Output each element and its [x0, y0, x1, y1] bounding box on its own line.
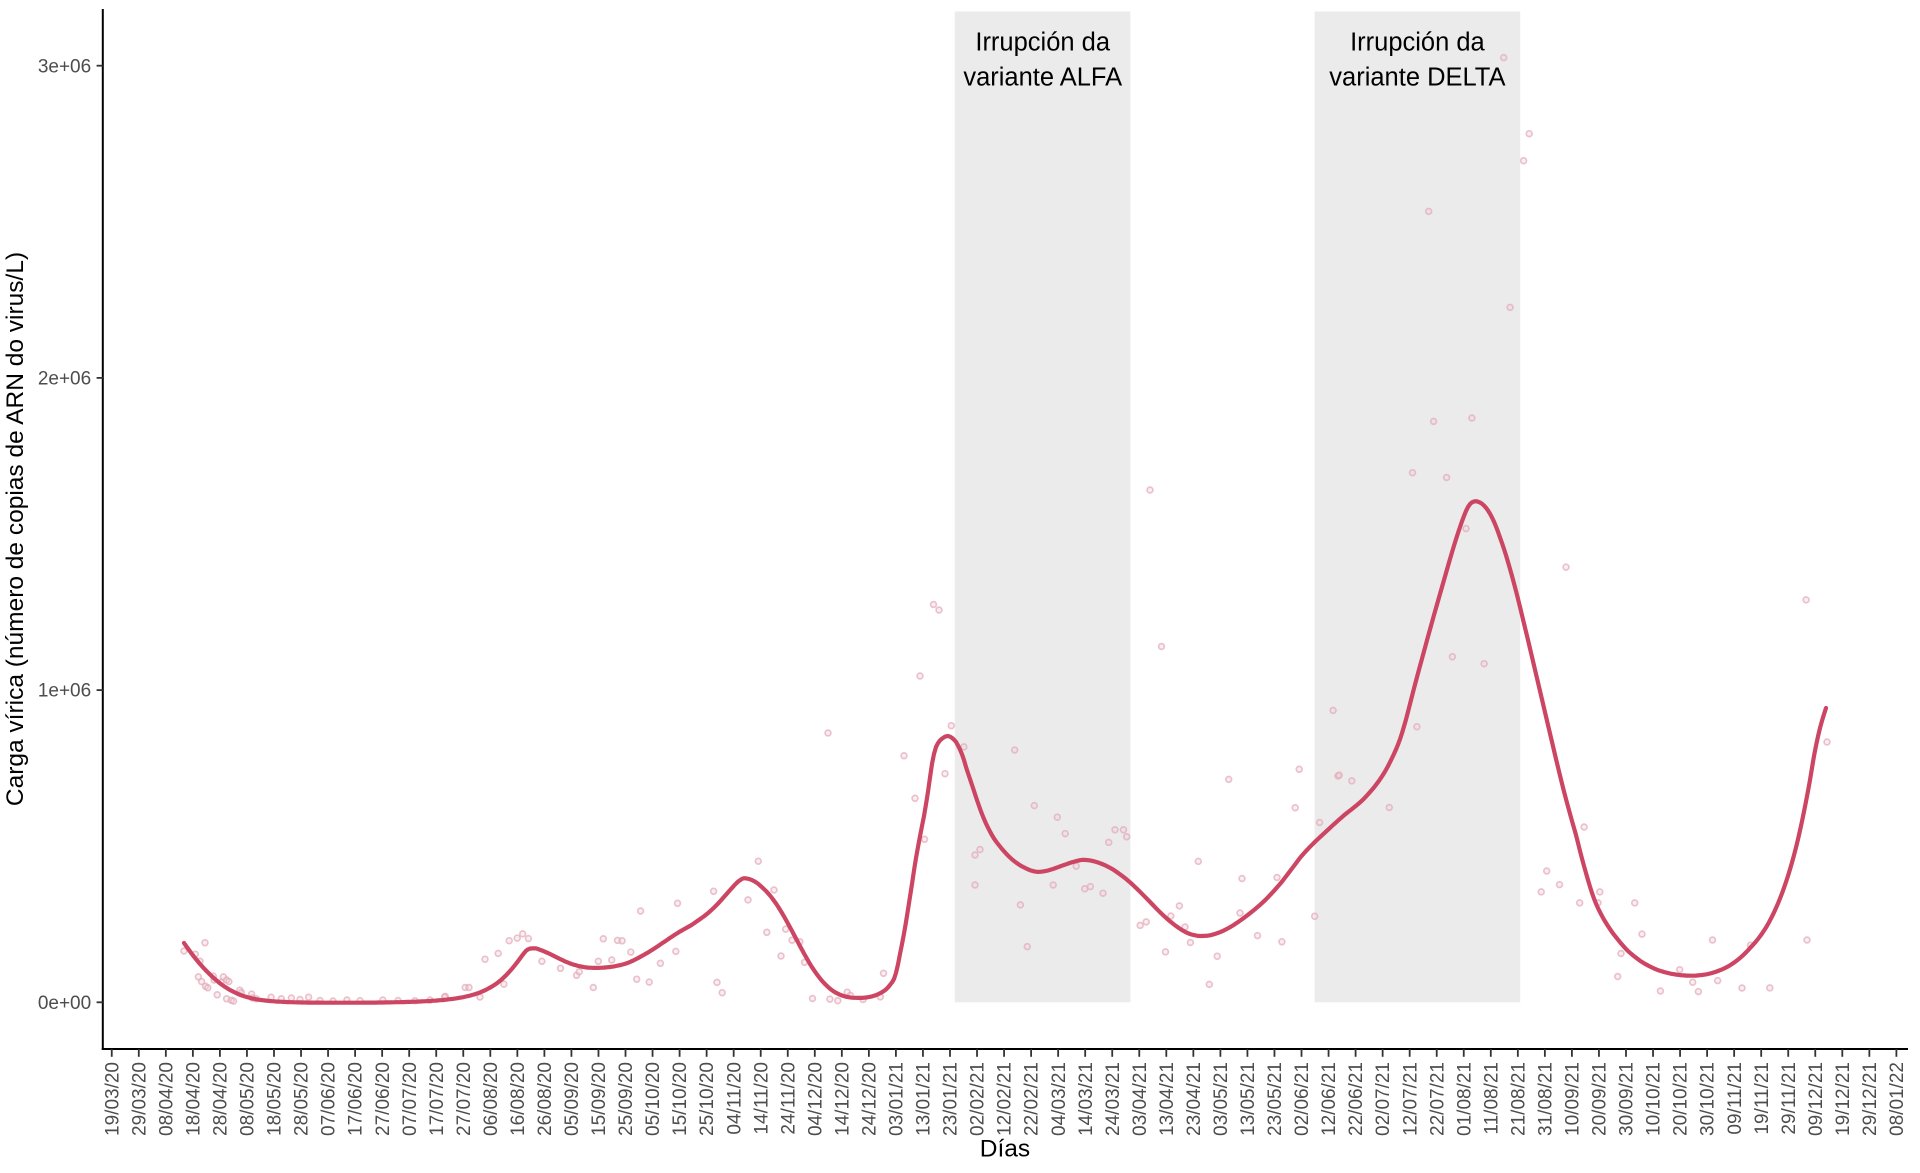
svg-text:04/11/20: 04/11/20: [724, 1062, 745, 1135]
svg-text:02/06/21: 02/06/21: [1292, 1062, 1313, 1136]
svg-text:07/07/20: 07/07/20: [400, 1062, 421, 1136]
svg-text:10/10/21: 10/10/21: [1644, 1062, 1665, 1136]
svg-text:07/06/20: 07/06/20: [319, 1062, 340, 1136]
svg-text:12/07/21: 12/07/21: [1400, 1062, 1421, 1136]
svg-text:variante DELTA: variante DELTA: [1329, 64, 1505, 92]
svg-text:09/11/21: 09/11/21: [1725, 1062, 1746, 1135]
svg-text:24/03/21: 24/03/21: [1103, 1062, 1124, 1136]
svg-text:31/08/21: 31/08/21: [1535, 1062, 1556, 1136]
svg-text:10/09/21: 10/09/21: [1563, 1062, 1584, 1136]
svg-text:08/05/20: 08/05/20: [238, 1062, 259, 1136]
svg-text:16/08/20: 16/08/20: [508, 1062, 529, 1136]
svg-text:26/08/20: 26/08/20: [535, 1062, 556, 1136]
svg-text:Irrupción da: Irrupción da: [1350, 29, 1485, 57]
svg-text:09/12/21: 09/12/21: [1806, 1062, 1827, 1136]
svg-text:23/01/21: 23/01/21: [941, 1062, 962, 1136]
svg-text:Irrupción da: Irrupción da: [975, 29, 1110, 57]
svg-text:13/05/21: 13/05/21: [1238, 1062, 1259, 1136]
svg-text:23/05/21: 23/05/21: [1265, 1062, 1286, 1136]
svg-text:28/05/20: 28/05/20: [292, 1062, 313, 1136]
svg-text:20/09/21: 20/09/21: [1590, 1062, 1611, 1136]
svg-text:02/02/21: 02/02/21: [968, 1062, 989, 1136]
svg-text:29/12/21: 29/12/21: [1860, 1062, 1881, 1136]
svg-text:17/06/20: 17/06/20: [346, 1062, 367, 1136]
svg-text:20/10/21: 20/10/21: [1671, 1062, 1692, 1136]
svg-text:30/10/21: 30/10/21: [1698, 1062, 1719, 1136]
svg-text:18/04/20: 18/04/20: [183, 1062, 204, 1136]
svg-text:14/11/20: 14/11/20: [751, 1062, 772, 1135]
svg-text:14/12/20: 14/12/20: [832, 1062, 853, 1136]
svg-text:19/12/21: 19/12/21: [1833, 1062, 1854, 1136]
svg-text:24/11/20: 24/11/20: [778, 1062, 799, 1135]
svg-text:12/02/21: 12/02/21: [995, 1062, 1016, 1136]
svg-text:Carga vírica (número de copias: Carga vírica (número de copias de ARN do…: [2, 252, 29, 806]
svg-text:27/06/20: 27/06/20: [373, 1062, 394, 1136]
svg-text:21/08/21: 21/08/21: [1508, 1062, 1529, 1136]
svg-text:03/05/21: 03/05/21: [1211, 1062, 1232, 1136]
svg-text:01/08/21: 01/08/21: [1454, 1062, 1475, 1136]
svg-text:22/06/21: 22/06/21: [1346, 1062, 1367, 1136]
svg-text:27/07/20: 27/07/20: [454, 1062, 475, 1136]
svg-text:11/08/21: 11/08/21: [1481, 1062, 1502, 1135]
svg-text:30/09/21: 30/09/21: [1617, 1062, 1638, 1136]
svg-text:25/09/20: 25/09/20: [616, 1062, 637, 1136]
svg-text:22/02/21: 22/02/21: [1022, 1062, 1043, 1136]
svg-text:22/07/21: 22/07/21: [1427, 1062, 1448, 1136]
svg-text:03/01/21: 03/01/21: [887, 1062, 908, 1136]
svg-text:12/06/21: 12/06/21: [1319, 1062, 1340, 1136]
svg-text:25/10/20: 25/10/20: [697, 1062, 718, 1136]
svg-text:29/11/21: 29/11/21: [1779, 1062, 1800, 1135]
svg-text:19/03/20: 19/03/20: [102, 1062, 123, 1136]
svg-text:24/12/20: 24/12/20: [859, 1062, 880, 1136]
svg-text:28/04/20: 28/04/20: [211, 1062, 232, 1136]
svg-text:variante ALFA: variante ALFA: [963, 64, 1122, 92]
svg-text:1e+06: 1e+06: [38, 681, 91, 702]
svg-text:Días: Días: [980, 1136, 1030, 1163]
svg-text:13/01/21: 13/01/21: [914, 1062, 935, 1136]
svg-text:06/08/20: 06/08/20: [481, 1062, 502, 1136]
svg-text:04/03/21: 04/03/21: [1049, 1062, 1070, 1136]
svg-text:04/12/20: 04/12/20: [805, 1062, 826, 1136]
svg-text:14/03/21: 14/03/21: [1076, 1062, 1097, 1136]
svg-text:0e+00: 0e+00: [38, 993, 91, 1014]
svg-text:19/11/21: 19/11/21: [1752, 1062, 1773, 1135]
svg-text:05/10/20: 05/10/20: [643, 1062, 664, 1136]
svg-text:29/03/20: 29/03/20: [129, 1062, 150, 1136]
svg-text:18/05/20: 18/05/20: [265, 1062, 286, 1136]
svg-text:03/04/21: 03/04/21: [1130, 1062, 1151, 1136]
svg-text:15/09/20: 15/09/20: [589, 1062, 610, 1136]
svg-text:23/04/21: 23/04/21: [1184, 1062, 1205, 1136]
svg-text:2e+06: 2e+06: [38, 369, 91, 390]
svg-text:15/10/20: 15/10/20: [670, 1062, 691, 1136]
svg-text:17/07/20: 17/07/20: [427, 1062, 448, 1136]
svg-text:05/09/20: 05/09/20: [562, 1062, 583, 1136]
svg-text:3e+06: 3e+06: [38, 56, 91, 77]
svg-text:02/07/21: 02/07/21: [1373, 1062, 1394, 1136]
svg-text:08/04/20: 08/04/20: [156, 1062, 177, 1136]
svg-text:08/01/22: 08/01/22: [1887, 1062, 1908, 1136]
svg-text:13/04/21: 13/04/21: [1157, 1062, 1178, 1136]
